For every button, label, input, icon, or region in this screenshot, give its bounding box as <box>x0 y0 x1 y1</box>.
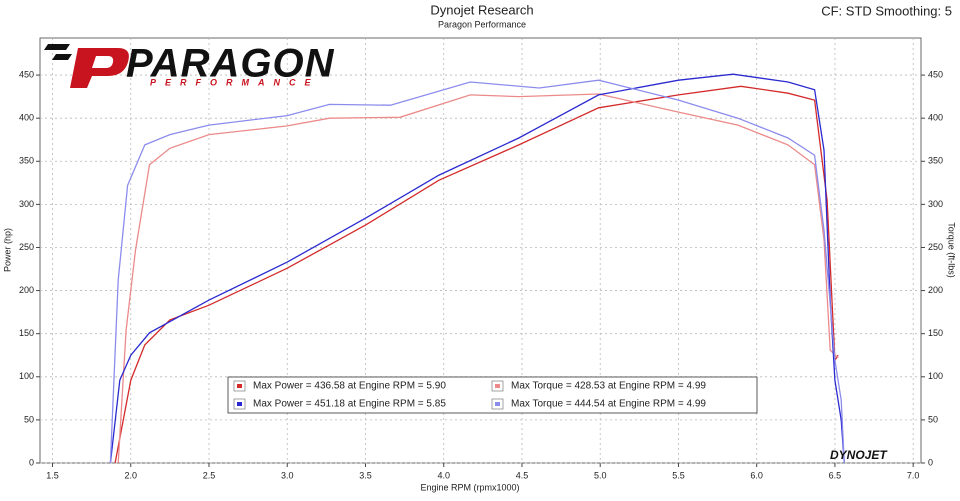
x-tick-label: 2.0 <box>125 470 138 480</box>
y2-tick-label: 100 <box>928 371 943 381</box>
series-line <box>109 79 845 464</box>
series-line <box>114 85 839 464</box>
y-tick-label: 450 <box>19 69 34 79</box>
corner-note: CF: STD Smoothing: 5 <box>821 3 952 18</box>
logo-stripes <box>44 44 72 60</box>
legend-label: Max Torque = 428.53 at Engine RPM = 4.99 <box>511 381 706 392</box>
legend-marker <box>237 402 242 406</box>
y-tick-label: 100 <box>19 371 34 381</box>
y-tick-label: 0 <box>29 457 34 467</box>
x-axis-label: Engine RPM (rpmx1000) <box>420 482 519 492</box>
chart-title: Dynojet Research <box>430 2 533 17</box>
y2-tick-label: 450 <box>928 69 943 79</box>
legend-marker <box>495 384 500 388</box>
y2-tick-label: 350 <box>928 156 943 166</box>
logo-mark <box>70 48 129 88</box>
y2-tick-label: 0 <box>928 457 933 467</box>
legend-label: Max Power = 451.18 at Engine RPM = 5.85 <box>253 399 446 410</box>
chart-subtitle: Paragon Performance <box>438 19 526 29</box>
x-tick-label: 3.5 <box>359 470 372 480</box>
y-tick-label: 150 <box>19 328 34 338</box>
y-axis-label: Power (hp) <box>2 228 12 272</box>
x-tick-label: 3.0 <box>281 470 294 480</box>
y2-tick-label: 400 <box>928 113 943 123</box>
y2-tick-label: 150 <box>928 328 943 338</box>
x-tick-label: 6.5 <box>829 470 842 480</box>
y2-tick-label: 50 <box>928 414 938 424</box>
y-tick-label: 300 <box>19 199 34 209</box>
legend-marker <box>237 384 242 388</box>
brand-logo: DYNOJET <box>830 448 888 462</box>
logo-text: PARAGON <box>126 42 335 86</box>
y-tick-label: 250 <box>19 242 34 252</box>
x-tick-label: 2.5 <box>203 470 216 480</box>
x-tick-label: 4.5 <box>516 470 529 480</box>
y2-tick-label: 250 <box>928 242 943 252</box>
y-tick-label: 50 <box>24 414 34 424</box>
legend-label: Max Power = 436.58 at Engine RPM = 5.90 <box>253 381 446 392</box>
x-tick-label: 1.5 <box>46 470 59 480</box>
y2-tick-label: 200 <box>928 285 943 295</box>
legend-label: Max Torque = 444.54 at Engine RPM = 4.99 <box>511 399 706 410</box>
logo: PARAGON PERFORMANCE <box>44 42 335 88</box>
y-tick-label: 350 <box>19 156 34 166</box>
logo-subtext: PERFORMANCE <box>150 77 320 87</box>
y-tick-label: 400 <box>19 113 34 123</box>
legend: Max Power = 436.58 at Engine RPM = 5.90 M… <box>233 381 706 410</box>
x-tick-label: 4.0 <box>437 470 450 480</box>
x-tick-label: 5.5 <box>672 470 685 480</box>
legend-marker <box>495 402 500 406</box>
x-tick-label: 5.0 <box>594 470 607 480</box>
y2-axis-label: Torque (ft-lbs) <box>947 222 957 278</box>
series-line <box>117 93 839 464</box>
y-tick-label: 200 <box>19 285 34 295</box>
x-tick-label: 7.0 <box>907 470 920 480</box>
x-tick-label: 6.0 <box>750 470 763 480</box>
y2-tick-label: 300 <box>928 199 943 209</box>
